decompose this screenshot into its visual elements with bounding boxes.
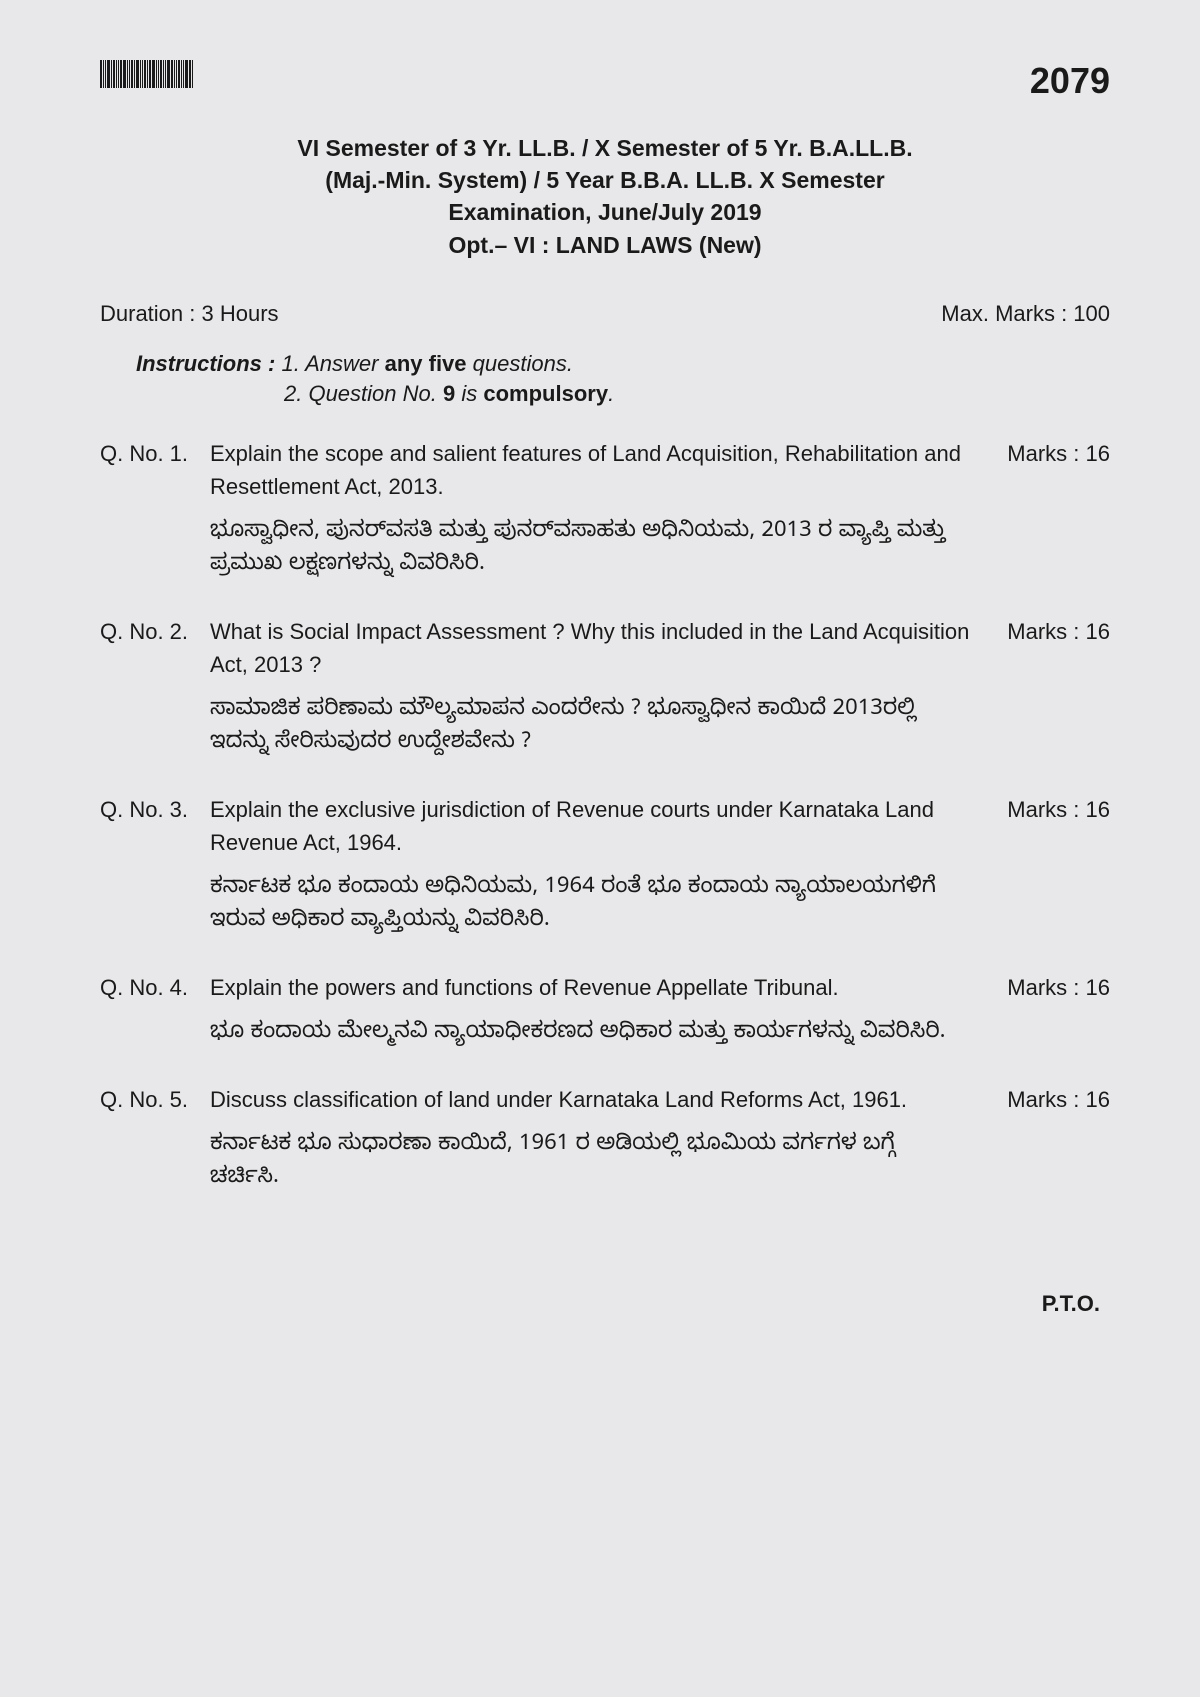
question-marks: Marks : 16 bbox=[990, 971, 1110, 1051]
inst2-suffix: . bbox=[608, 381, 614, 406]
paper-code: 2079 bbox=[1030, 60, 1110, 102]
question-text-kn: ಭೂ ಕಂದಾಯ ಮೇಲ್ಮನವಿ ನ್ಯಾಯಾಧೀಕರಣದ ಅಧಿಕಾರ ಮತ… bbox=[210, 1018, 970, 1051]
question-number: Q. No. 4. bbox=[100, 971, 210, 1051]
question-text-kn: ಕರ್ನಾಟಕ ಭೂ ಸುಧಾರಣಾ ಕಾಯಿದೆ, 1961 ರ ಅಡಿಯಲ್… bbox=[210, 1130, 970, 1196]
inst1-prefix: 1. Answer bbox=[281, 351, 384, 376]
question-marks: Marks : 16 bbox=[990, 793, 1110, 939]
instruction-line-2: 2. Question No. 9 is compulsory. bbox=[284, 381, 1110, 407]
question-number: Q. No. 2. bbox=[100, 615, 210, 761]
question-text-en: What is Social Impact Assessment ? Why t… bbox=[210, 615, 970, 681]
question-row: Q. No. 3.Explain the exclusive jurisdict… bbox=[100, 793, 1110, 939]
duration-label: Duration : 3 Hours bbox=[100, 301, 279, 327]
title-line-2: (Maj.-Min. System) / 5 Year B.B.A. LL.B.… bbox=[100, 164, 1110, 196]
question-text-en: Discuss classification of land under Kar… bbox=[210, 1083, 970, 1116]
inst1-suffix: questions. bbox=[467, 351, 573, 376]
question-text-kn: ಸಾಮಾಜಿಕ ಪರಿಣಾಮ ಮೌಲ್ಯಮಾಪನ ಎಂದರೇನು ? ಭೂಸ್ವ… bbox=[210, 695, 970, 761]
title-block: VI Semester of 3 Yr. LL.B. / X Semester … bbox=[100, 132, 1110, 261]
question-number: Q. No. 3. bbox=[100, 793, 210, 939]
instructions-block: Instructions : 1. Answer any five questi… bbox=[136, 351, 1110, 407]
instruction-line-1: Instructions : 1. Answer any five questi… bbox=[136, 351, 1110, 377]
question-row: Q. No. 5.Discuss classification of land … bbox=[100, 1083, 1110, 1196]
inst1-bold: any five bbox=[385, 351, 467, 376]
question-row: Q. No. 4.Explain the powers and function… bbox=[100, 971, 1110, 1051]
question-marks: Marks : 16 bbox=[990, 437, 1110, 583]
inst2-prefix: 2. Question No. bbox=[284, 381, 443, 406]
max-marks-label: Max. Marks : 100 bbox=[941, 301, 1110, 327]
question-body: Explain the scope and salient features o… bbox=[210, 437, 990, 583]
pto-label: P.T.O. bbox=[1042, 1291, 1100, 1317]
question-text-kn: ಕರ್ನಾಟಕ ಭೂ ಕಂದಾಯ ಅಧಿನಿಯಮ, 1964 ರಂತೆ ಭೂ ಕ… bbox=[210, 873, 970, 939]
question-text-kn: ಭೂಸ್ವಾಧೀನ, ಪುನರ್‌ವಸತಿ ಮತ್ತು ಪುನರ್‌ವಸಾಹತು… bbox=[210, 517, 970, 583]
barcode-icon bbox=[100, 60, 193, 88]
question-body: What is Social Impact Assessment ? Why t… bbox=[210, 615, 990, 761]
title-line-3: Examination, June/July 2019 bbox=[100, 196, 1110, 228]
question-number: Q. No. 5. bbox=[100, 1083, 210, 1196]
inst2-bold1: 9 bbox=[443, 381, 455, 406]
question-marks: Marks : 16 bbox=[990, 1083, 1110, 1196]
question-body: Explain the powers and functions of Reve… bbox=[210, 971, 990, 1051]
question-number: Q. No. 1. bbox=[100, 437, 210, 583]
inst2-bold2: compulsory bbox=[483, 381, 608, 406]
title-line-4: Opt.– VI : LAND LAWS (New) bbox=[100, 229, 1110, 261]
question-text-en: Explain the exclusive jurisdiction of Re… bbox=[210, 793, 970, 859]
questions-list: Q. No. 1.Explain the scope and salient f… bbox=[100, 437, 1110, 1196]
question-body: Explain the exclusive jurisdiction of Re… bbox=[210, 793, 990, 939]
inst2-mid: is bbox=[455, 381, 483, 406]
title-line-1: VI Semester of 3 Yr. LL.B. / X Semester … bbox=[100, 132, 1110, 164]
question-row: Q. No. 1.Explain the scope and salient f… bbox=[100, 437, 1110, 583]
question-marks: Marks : 16 bbox=[990, 615, 1110, 761]
question-row: Q. No. 2.What is Social Impact Assessmen… bbox=[100, 615, 1110, 761]
instructions-label: Instructions : bbox=[136, 351, 275, 376]
meta-row: Duration : 3 Hours Max. Marks : 100 bbox=[100, 301, 1110, 327]
question-body: Discuss classification of land under Kar… bbox=[210, 1083, 990, 1196]
question-text-en: Explain the powers and functions of Reve… bbox=[210, 971, 970, 1004]
header-row: 2079 bbox=[100, 60, 1110, 102]
question-text-en: Explain the scope and salient features o… bbox=[210, 437, 970, 503]
